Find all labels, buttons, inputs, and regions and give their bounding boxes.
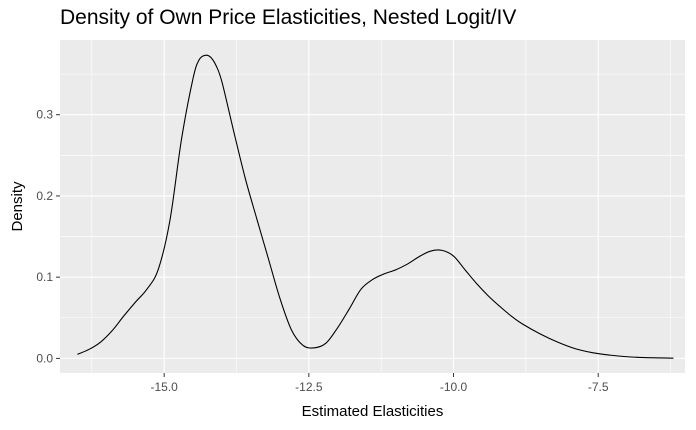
chart-title: Density of Own Price Elasticities, Neste… [60,6,517,29]
y-tick-label: 0.0 [36,351,53,365]
x-tick-label: -10.0 [440,380,468,394]
y-tick-label: 0.2 [36,189,53,203]
y-axis: 0.0 0.1 0.2 0.3 [36,108,60,365]
x-tick-label: -7.5 [588,380,609,394]
plot-background [60,40,685,373]
y-tick-label: 0.1 [36,270,53,284]
y-axis-title: Density [9,181,26,232]
plot-panel [60,40,685,373]
y-tick-label: 0.3 [36,108,53,122]
density-line [77,54,674,359]
x-tick-label: -15.0 [150,380,178,394]
x-axis: -15.0 -12.5 -10.0 -7.5 [150,373,609,394]
x-axis-title: Estimated Elasticities [302,403,444,420]
x-tick-label: -12.5 [295,380,323,394]
